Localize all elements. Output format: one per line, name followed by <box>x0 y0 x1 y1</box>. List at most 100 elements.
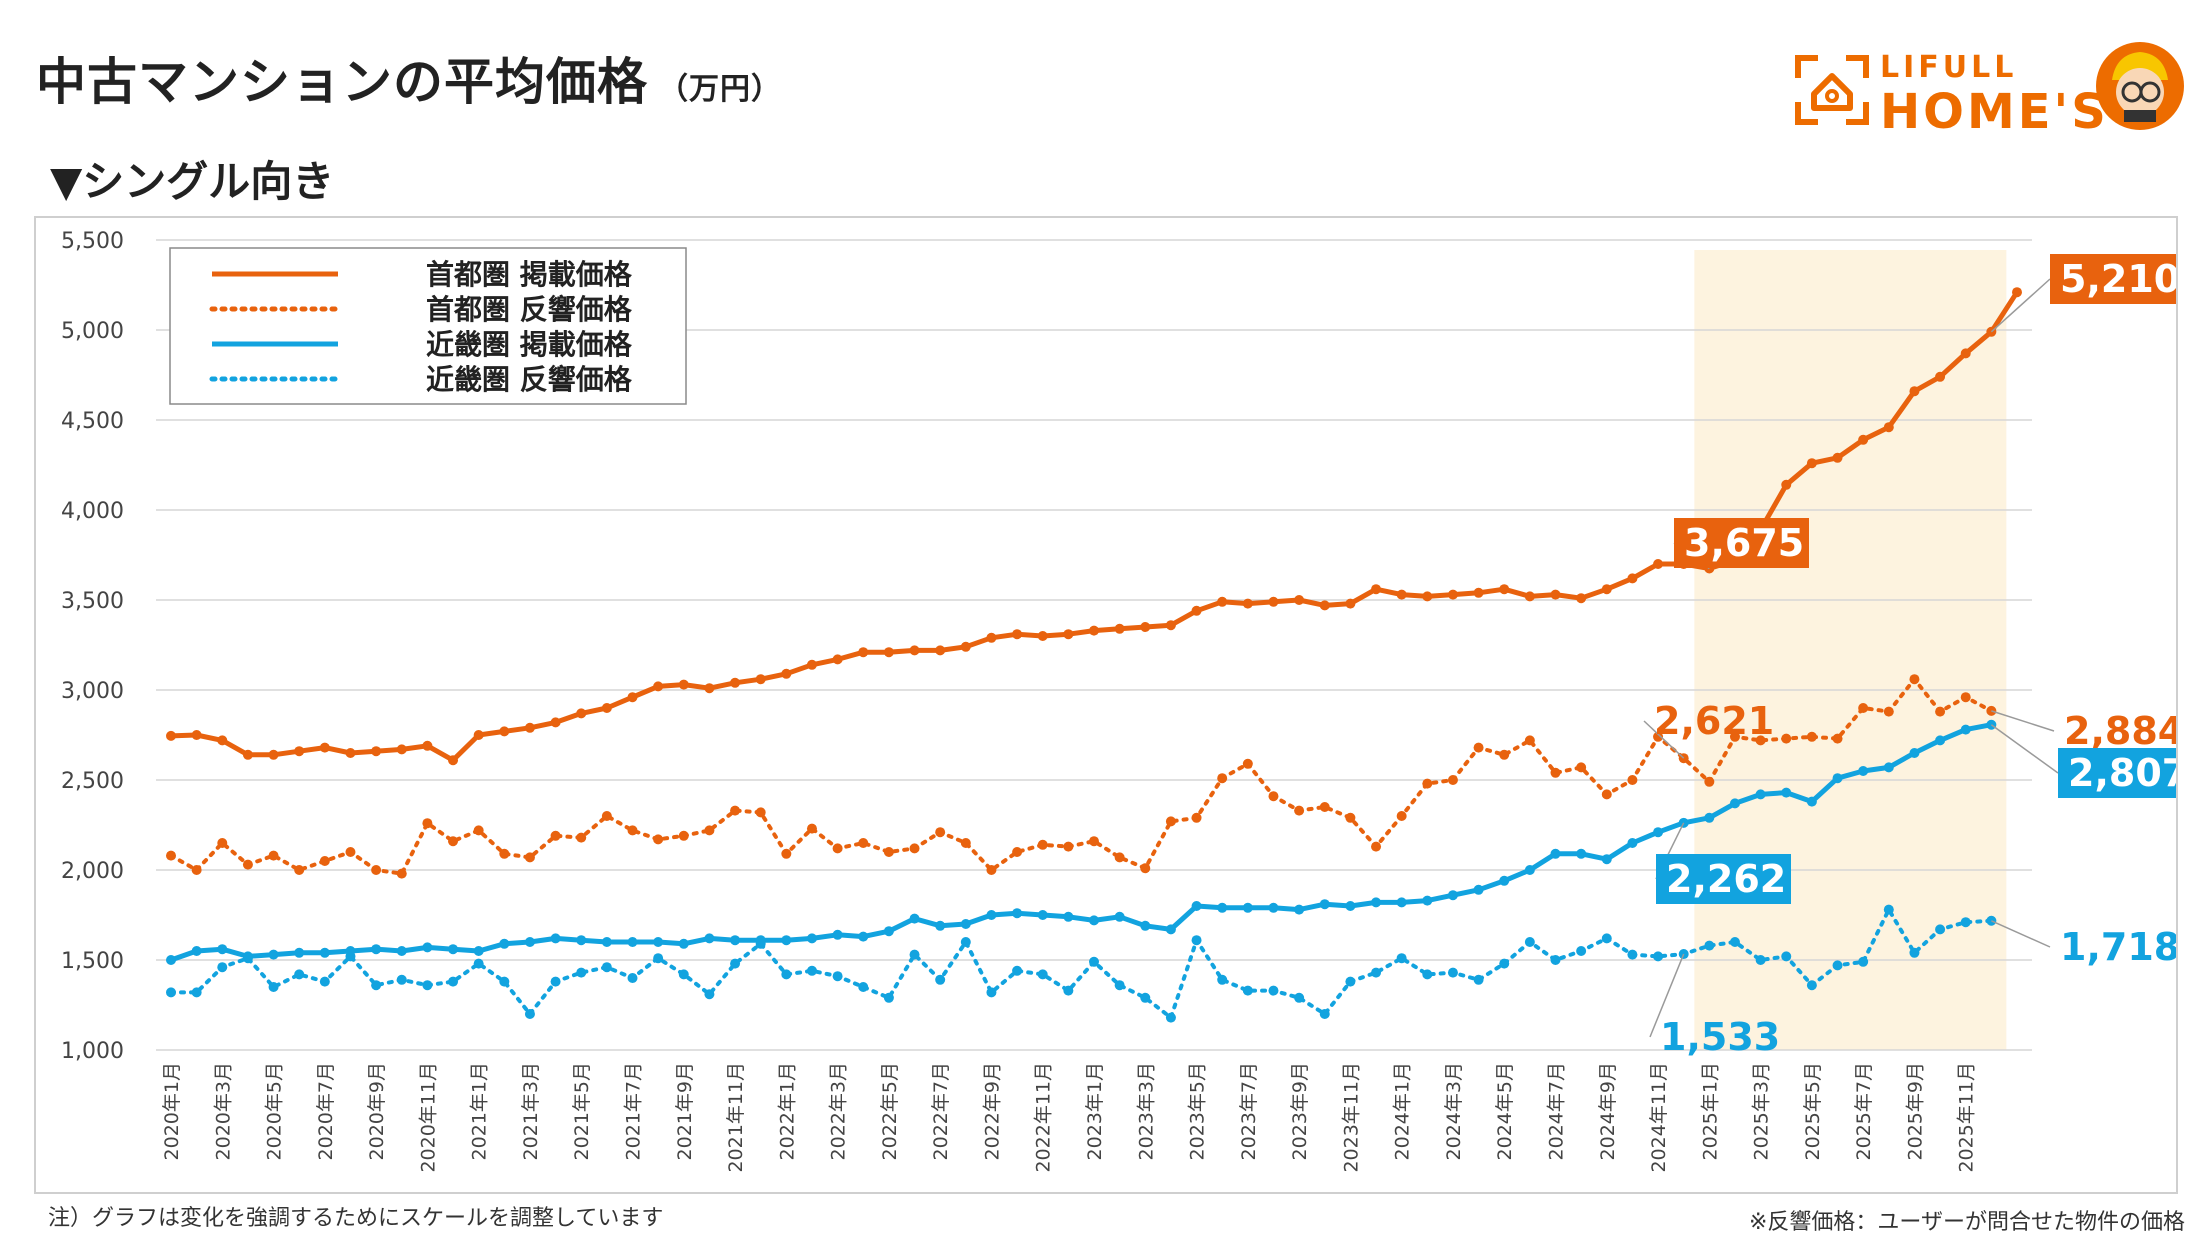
data-point-3 <box>550 976 561 987</box>
data-point-0 <box>653 681 664 692</box>
data-point-1 <box>576 832 587 843</box>
data-point-0 <box>601 703 612 713</box>
data-point-2 <box>1755 789 1766 800</box>
annotation-label: 2,262 <box>1666 857 1786 901</box>
data-point-1 <box>448 836 459 847</box>
data-point-3 <box>653 953 664 964</box>
x-tick-label: 2023年11月 <box>1340 1062 1362 1173</box>
data-point-0 <box>858 647 869 658</box>
data-point-0 <box>268 749 279 760</box>
data-point-2 <box>1576 848 1587 859</box>
legend-label: 首都圏 掲載価格 <box>426 258 633 291</box>
data-point-0 <box>294 746 305 757</box>
data-point-1 <box>1319 802 1330 812</box>
data-point-2 <box>448 944 459 955</box>
data-point-3 <box>601 962 612 973</box>
data-point-3 <box>1499 958 1510 969</box>
y-tick-label: 5,500 <box>61 229 124 254</box>
data-point-3 <box>1089 956 1099 967</box>
data-point-3 <box>678 969 689 980</box>
data-point-0 <box>550 717 561 728</box>
data-point-1 <box>1858 703 1869 713</box>
data-point-1 <box>1755 735 1766 746</box>
chart-note: 注）グラフは変化を強調するためにスケールを調整しています <box>48 1206 664 1231</box>
x-tick-label: 2023年9月 <box>1289 1062 1311 1160</box>
data-point-3 <box>1242 985 1253 996</box>
data-point-2 <box>1832 773 1843 784</box>
data-point-1 <box>1447 775 1458 785</box>
y-tick-label: 4,000 <box>61 499 124 524</box>
data-point-0 <box>1165 620 1176 631</box>
data-point-3 <box>1396 953 1407 964</box>
data-point-1 <box>960 838 971 848</box>
data-point-2 <box>1729 798 1740 809</box>
data-point-3 <box>1217 974 1228 985</box>
data-point-0 <box>1627 573 1638 584</box>
data-point-2 <box>1371 897 1382 908</box>
data-point-0 <box>1294 595 1305 605</box>
data-point-1 <box>166 850 176 861</box>
x-tick-label: 2023年3月 <box>1135 1062 1157 1160</box>
y-tick-label: 2,000 <box>61 859 124 884</box>
data-point-3 <box>1806 980 1817 991</box>
mascot-icon <box>2096 42 2184 130</box>
data-point-3 <box>191 987 202 998</box>
annotation-box <box>1656 854 1791 904</box>
data-point-1 <box>730 805 741 816</box>
data-point-2 <box>1524 865 1535 875</box>
data-point-1 <box>473 825 484 836</box>
x-tick-label: 2023年7月 <box>1238 1062 1260 1160</box>
data-point-0 <box>704 683 715 694</box>
data-point-1 <box>191 865 202 875</box>
data-point-1 <box>319 856 330 866</box>
data-point-1 <box>524 852 535 863</box>
data-point-3 <box>1012 965 1023 976</box>
data-point-2 <box>499 938 510 949</box>
x-tick-label: 2020年7月 <box>315 1062 337 1160</box>
data-point-1 <box>1345 812 1356 823</box>
data-point-2 <box>960 919 971 929</box>
x-tick-label: 2024年7月 <box>1546 1062 1568 1160</box>
x-tick-label: 2022年11月 <box>1033 1062 1055 1173</box>
data-point-1 <box>217 838 228 848</box>
data-point-1 <box>1781 733 1792 744</box>
data-point-0 <box>1345 598 1356 609</box>
data-point-3 <box>627 973 638 983</box>
data-point-3 <box>1935 924 1946 935</box>
data-point-2 <box>1012 908 1023 919</box>
data-point-0 <box>986 632 997 643</box>
annotation-box <box>2050 254 2176 304</box>
data-point-2 <box>1781 787 1792 798</box>
data-point-1 <box>1473 742 1484 753</box>
data-point-0 <box>1037 631 1048 641</box>
data-point-2 <box>550 933 561 944</box>
data-point-2 <box>1191 901 1202 911</box>
data-point-0 <box>1601 584 1612 595</box>
data-point-0 <box>730 677 741 688</box>
data-point-1 <box>935 827 946 838</box>
logo-top-text: LIFULL <box>1880 50 2018 85</box>
x-tick-label: 2025年1月 <box>1699 1062 1721 1160</box>
data-point-1 <box>1114 852 1125 863</box>
data-point-0 <box>524 722 535 733</box>
data-point-2 <box>1242 902 1253 913</box>
data-point-3 <box>909 949 920 960</box>
data-point-2 <box>396 946 407 956</box>
data-point-3 <box>166 987 176 998</box>
data-point-2 <box>1165 924 1176 935</box>
x-tick-label: 2023年1月 <box>1084 1062 1106 1160</box>
x-tick-label: 2020年1月 <box>161 1062 183 1160</box>
data-point-2 <box>1883 762 1894 773</box>
data-point-0 <box>1832 452 1843 463</box>
x-tick-label: 2020年5月 <box>264 1062 286 1160</box>
data-point-1 <box>986 865 997 875</box>
x-tick-label: 2024年1月 <box>1392 1062 1414 1160</box>
logo-main-text: HOME'S <box>1880 84 2109 140</box>
x-tick-label: 2021年11月 <box>725 1062 747 1173</box>
data-point-1 <box>1396 811 1407 821</box>
data-point-3 <box>1627 949 1638 960</box>
data-point-0 <box>1242 598 1253 609</box>
data-point-3 <box>1319 1009 1330 1019</box>
data-point-0 <box>576 708 587 719</box>
y-tick-label: 1,500 <box>61 949 124 974</box>
